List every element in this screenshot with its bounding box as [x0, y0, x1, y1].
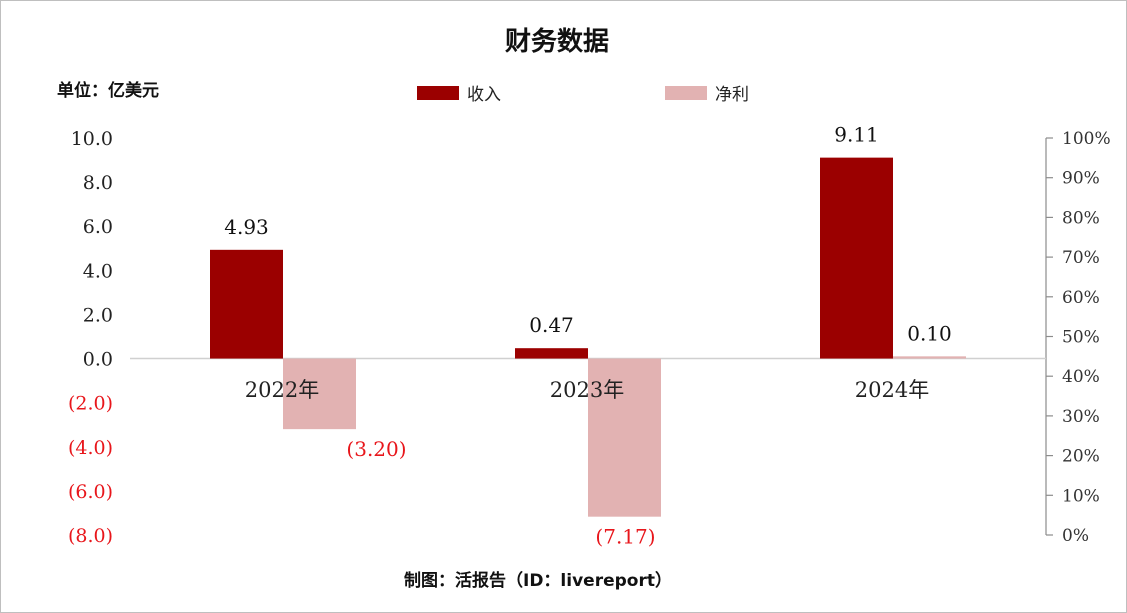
- data-label: 4.93: [224, 215, 269, 239]
- legend-swatch-net-profit: [665, 86, 707, 100]
- y-tick-label: (6.0): [68, 481, 113, 503]
- y-tick-label: (8.0): [68, 525, 113, 547]
- y-tick-label-right: 40%: [1062, 367, 1100, 387]
- bar-net-profit: [283, 358, 356, 430]
- unit-label: 单位：亿美元: [57, 80, 159, 101]
- x-axis-categories: 2022年 2023年 2024年: [245, 378, 929, 402]
- y-axis-right: 100% 90% 80% 70% 60% 50% 40% 30% 20% 10% 0%: [1045, 129, 1111, 546]
- legend-label-revenue: 收入: [467, 85, 501, 105]
- data-label: (7.17): [595, 525, 655, 549]
- y-tick-label-right: 50%: [1062, 328, 1100, 348]
- y-tick-label: 2.0: [83, 304, 113, 326]
- y-tick-label: (2.0): [68, 393, 113, 415]
- y-tick-label: (4.0): [68, 437, 113, 459]
- data-label: 9.11: [834, 123, 879, 147]
- legend-swatch-revenue: [417, 86, 459, 100]
- chart-title: 财务数据: [505, 27, 609, 57]
- bar-revenue: [515, 348, 588, 359]
- legend-label-net-profit: 净利: [715, 85, 749, 105]
- bars: [210, 157, 966, 517]
- y-tick-label-right: 60%: [1062, 288, 1100, 308]
- y-tick-label: 8.0: [83, 172, 113, 194]
- x-category-label: 2022年: [245, 378, 319, 402]
- x-category-label: 2024年: [855, 378, 929, 402]
- data-label: 0.10: [907, 321, 952, 345]
- y-tick-label-right: 0%: [1062, 526, 1089, 546]
- y-tick-label: 4.0: [83, 260, 113, 282]
- y-tick-label-right: 90%: [1062, 169, 1100, 189]
- bar-revenue: [820, 157, 893, 359]
- y-tick-label: 10.0: [71, 128, 113, 150]
- data-label: 0.47: [529, 313, 574, 337]
- y-tick-label-right: 20%: [1062, 447, 1100, 467]
- x-category-label: 2023年: [550, 378, 624, 402]
- y-axis-left: 10.0 8.0 6.0 4.0 2.0 0.0 (2.0) (4.0) (6.0) (8.0): [68, 128, 113, 547]
- y-tick-label-right: 100%: [1062, 129, 1111, 149]
- bar-revenue: [210, 249, 283, 359]
- y-tick-label-right: 30%: [1062, 407, 1100, 427]
- data-labels: 4.93 (3.20) 0.47 (7.17) 9.11 0.10: [224, 123, 952, 549]
- y-tick-label-right: 70%: [1062, 248, 1100, 268]
- y-tick-label-right: 10%: [1062, 486, 1100, 506]
- y-tick-label: 6.0: [83, 216, 113, 238]
- bar-net-profit: [893, 356, 966, 359]
- bar-net-profit: [588, 358, 661, 517]
- source-note: 制图：活报告（ID：livereport）: [404, 570, 672, 591]
- y-tick-label-right: 80%: [1062, 208, 1100, 228]
- y-tick-label: 0.0: [83, 349, 113, 371]
- data-label: (3.20): [346, 437, 406, 461]
